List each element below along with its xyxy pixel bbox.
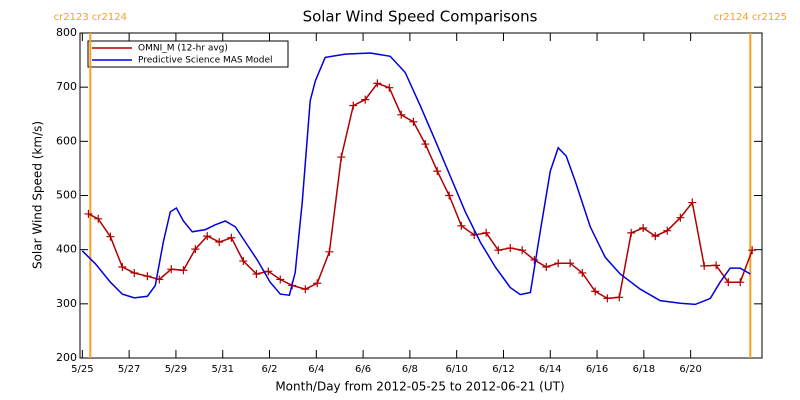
data-point [239,257,248,266]
x-tick-label: 5/27 [118,364,140,375]
data-point [203,232,212,241]
x-tick-label: 6/2 [261,364,277,375]
data-point [409,117,418,126]
data-point [385,83,394,92]
data-point [494,246,503,255]
data-point [84,209,93,218]
data-point [143,272,152,281]
y-axis-label: Solar Wind Speed (km/s) [31,121,45,269]
data-point [227,233,236,242]
data-point [445,191,454,200]
data-point [530,255,539,264]
x-tick-label: 6/12 [492,364,514,375]
data-point [700,261,709,270]
y-tick-label: 700 [56,80,77,93]
data-point [325,247,334,256]
x-tick-label: 5/31 [211,364,233,375]
x-tick-label: 6/18 [633,364,655,375]
y-tick-label: 200 [56,351,77,364]
data-point [518,246,527,255]
x-tick-label: 6/6 [355,364,371,375]
series-line [88,82,753,300]
x-tick-label: 6/14 [539,364,561,375]
y-tick-label: 800 [56,26,77,39]
data-point [663,226,672,235]
y-tick-label: 600 [56,134,77,147]
annotation: cr2124 cr2125 [714,12,787,23]
y-tick-label: 400 [56,243,77,256]
data-point [482,228,491,237]
data-point [337,153,346,162]
data-point [639,224,648,232]
x-tick-label: 6/10 [445,364,467,375]
x-tick-label: 5/29 [165,364,187,375]
data-point [421,140,430,149]
x-tick-label: 6/4 [308,364,324,375]
data-point [118,263,127,271]
y-tick-label: 300 [56,297,77,310]
data-point [264,267,273,276]
x-axis-label: Month/Day from 2012-05-25 to 2012-06-21 … [275,380,564,394]
data-point [736,278,745,287]
data-point [373,79,382,88]
data-point [651,232,660,241]
x-tick-label: 5/25 [71,364,93,375]
data-point [566,259,575,268]
data-point [301,285,310,294]
data-point [361,95,370,104]
chart-title: Solar Wind Speed Comparisons [303,8,538,26]
data-point [748,246,757,255]
data-point [94,214,103,223]
x-tick-label: 6/16 [586,364,608,375]
data-point [215,238,224,247]
data-point [276,275,285,284]
series-line [81,52,751,306]
legend: OMNI_M (12-hr avg) Predictive Science MAS… [87,40,289,68]
data-point [433,167,442,176]
data-point [712,261,721,270]
x-tick-label: 6/20 [679,364,701,375]
data-point [179,266,188,275]
data-point [252,270,261,279]
data-point [457,221,466,230]
data-point [130,268,139,277]
data-point [191,245,200,254]
data-point [313,279,322,288]
legend-box [87,40,289,68]
data-point [603,294,612,303]
data-point [627,228,636,237]
legend-label: Predictive Science MAS Model [138,56,273,66]
data-point [688,198,697,207]
y-tick-label: 500 [56,189,77,202]
data-point [554,259,563,268]
data-point [106,232,115,241]
data-point [724,278,733,287]
data-point [506,244,515,253]
data-point [578,268,587,277]
data-point [397,110,406,119]
data-point [615,293,624,302]
legend-label: OMNI_M (12-hr avg) [138,44,228,54]
annotation: cr2123 cr2124 [54,12,127,23]
data-point [167,265,176,274]
x-tick-label: 6/8 [402,364,418,375]
data-point [676,213,685,222]
data-point [591,287,600,296]
data-point [542,263,551,271]
data-point [349,101,358,110]
